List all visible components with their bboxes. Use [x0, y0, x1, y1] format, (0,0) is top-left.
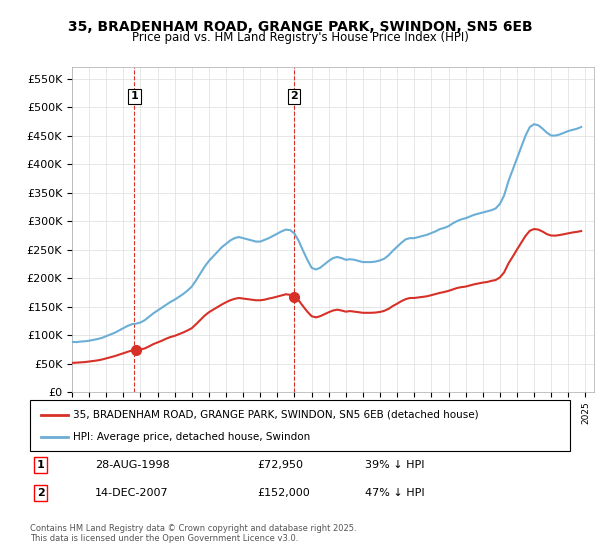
- Text: Price paid vs. HM Land Registry's House Price Index (HPI): Price paid vs. HM Land Registry's House …: [131, 31, 469, 44]
- Text: £152,000: £152,000: [257, 488, 310, 498]
- Text: 1: 1: [131, 91, 139, 101]
- Text: 28-AUG-1998: 28-AUG-1998: [95, 460, 170, 470]
- Text: 35, BRADENHAM ROAD, GRANGE PARK, SWINDON, SN5 6EB: 35, BRADENHAM ROAD, GRANGE PARK, SWINDON…: [68, 20, 532, 34]
- FancyBboxPatch shape: [30, 400, 570, 451]
- Text: 1: 1: [37, 460, 44, 470]
- Text: 2: 2: [37, 488, 44, 498]
- Text: 14-DEC-2007: 14-DEC-2007: [95, 488, 169, 498]
- Text: Contains HM Land Registry data © Crown copyright and database right 2025.
This d: Contains HM Land Registry data © Crown c…: [30, 524, 356, 543]
- Text: £72,950: £72,950: [257, 460, 303, 470]
- Text: 35, BRADENHAM ROAD, GRANGE PARK, SWINDON, SN5 6EB (detached house): 35, BRADENHAM ROAD, GRANGE PARK, SWINDON…: [73, 409, 479, 419]
- Text: HPI: Average price, detached house, Swindon: HPI: Average price, detached house, Swin…: [73, 432, 310, 442]
- Text: 39% ↓ HPI: 39% ↓ HPI: [365, 460, 424, 470]
- Text: 2: 2: [290, 91, 298, 101]
- Text: 47% ↓ HPI: 47% ↓ HPI: [365, 488, 424, 498]
